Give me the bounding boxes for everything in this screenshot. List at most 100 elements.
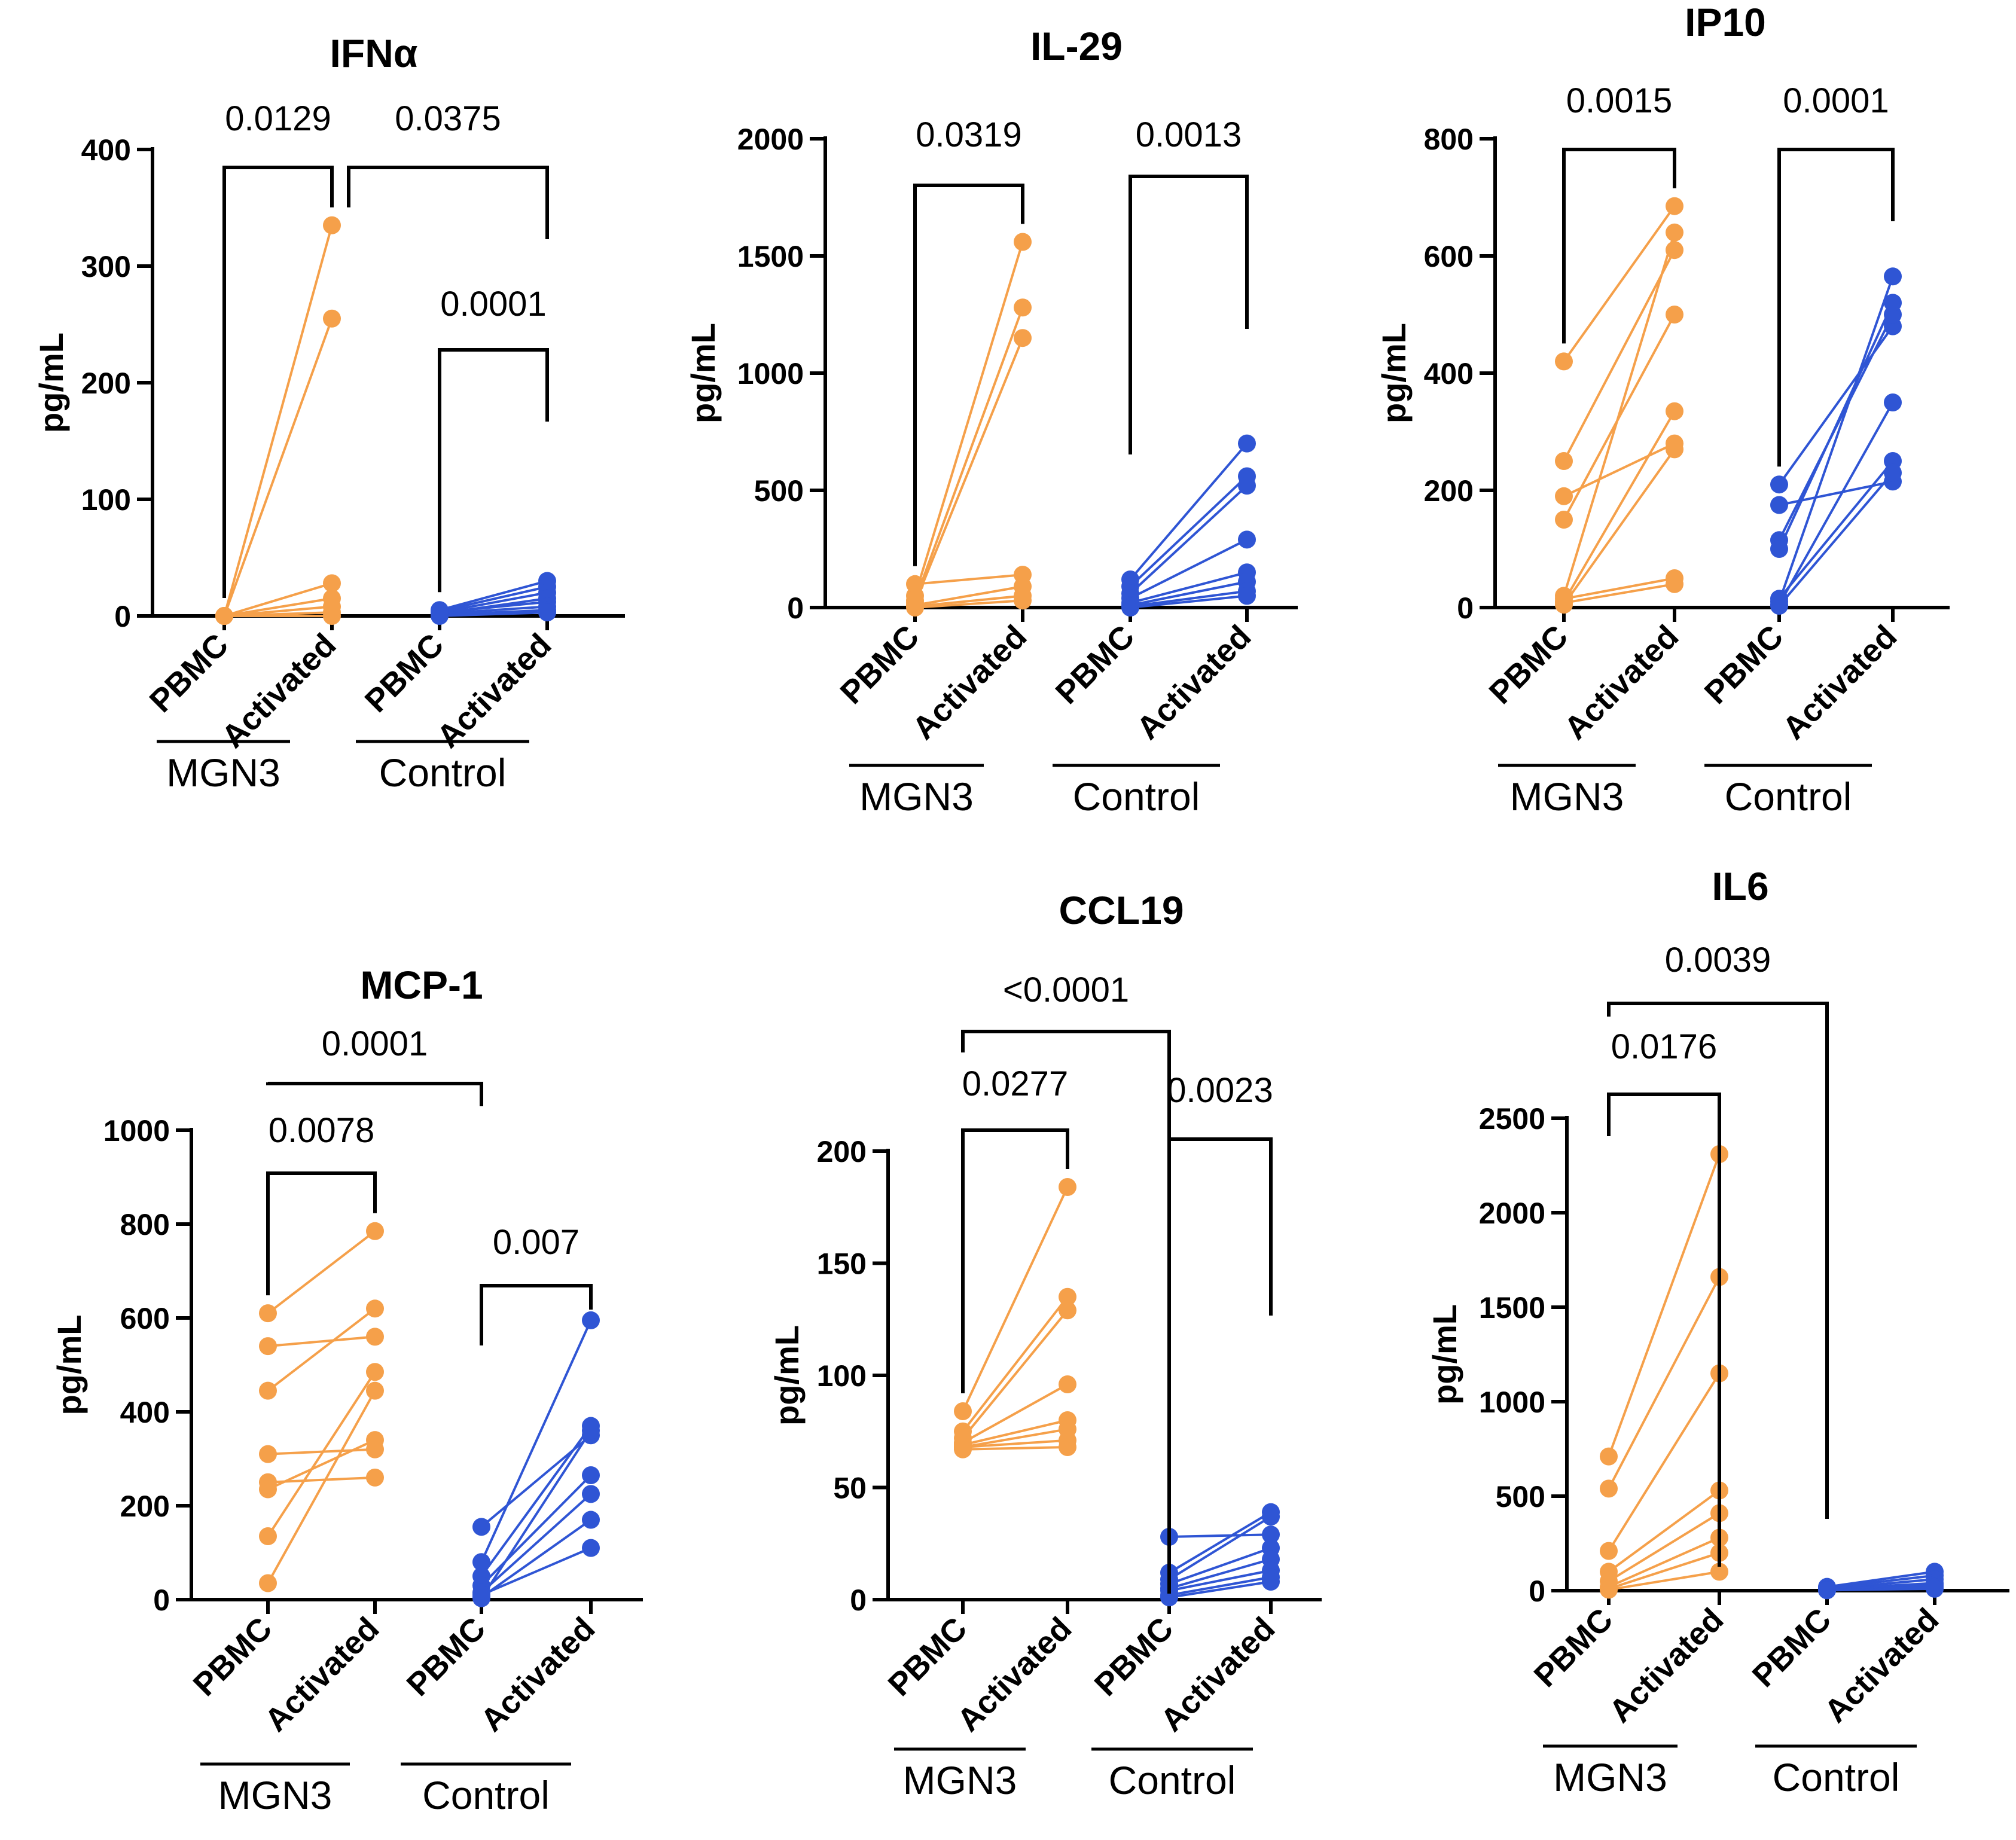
significance-bracket [1607,1002,1829,1519]
data-point [1014,298,1032,317]
y-tick-label: 200 [1424,474,1474,508]
pair-line [1563,577,1675,600]
pair-line [962,1419,1068,1447]
y-tick-label: 2000 [1479,1197,1545,1230]
p-value-label: 0.0277 [962,1064,1068,1103]
y-tick-label: 150 [817,1247,867,1281]
pair-line [439,605,548,615]
x-tick-label: PBMC [358,627,451,719]
data-point [1238,477,1256,495]
x-tick-label: PBMC [1746,1601,1838,1694]
pair-line [1563,582,1675,605]
pair-line [439,591,548,614]
data-point [366,1468,384,1487]
data-point [472,1589,490,1607]
data-point [259,1480,277,1499]
data-point [954,1440,972,1458]
group-label: MGN3 [1553,1755,1667,1799]
data-point [1666,241,1683,260]
data-point [1262,1525,1280,1544]
p-value-label: 0.0176 [1611,1027,1717,1066]
pair-line [439,611,548,617]
p-value-label: 0.0129 [225,99,331,138]
p-value-label: 0.0039 [1665,941,1771,979]
y-axis-label: pg/mL [1375,323,1413,423]
pair-line [914,241,1024,596]
x-tick-label: Activated [1130,618,1258,746]
x-tick-label: PBMC [187,1610,279,1703]
pair-line [1129,443,1248,581]
pair-line [224,597,333,617]
pair-line [1168,1515,1272,1580]
data-point [259,1304,277,1323]
group-label: MGN3 [1510,774,1624,819]
pair-line [962,1446,1068,1451]
data-point [472,1518,490,1536]
data-point [582,1466,600,1484]
y-tick-label: 50 [833,1472,867,1505]
data-point [366,1431,384,1450]
pair-line [1563,205,1676,362]
pair-line [223,225,333,617]
data-point [1059,1287,1076,1306]
p-value-label: 0.0015 [1566,81,1672,120]
y-tick-label: 600 [120,1302,170,1335]
x-tick-label: PBMC [882,1610,974,1703]
data-point [954,1402,972,1420]
pair-line [439,579,548,612]
data-point [366,1381,384,1400]
y-tick-label: 0 [153,1583,170,1617]
x-tick-label: PBMC [400,1610,493,1703]
data-point [366,1299,384,1318]
data-point [1059,1375,1076,1393]
y-tick-label: 0 [1529,1574,1545,1608]
y-axis-label: pg/mL [32,332,70,433]
data-point [582,1421,600,1440]
y-tick-label: 500 [1496,1480,1545,1514]
pair-line [914,599,1023,609]
data-point [1059,1301,1076,1320]
pair-line [1608,1489,1721,1573]
significance-bracket [438,348,549,593]
x-tick-label: Activated [258,1610,386,1738]
data-point [1238,434,1256,453]
pair-line [223,318,333,617]
pair-line [1608,1536,1720,1588]
data-point [1666,575,1683,593]
chart-title: IFNα [330,31,418,75]
pair-line [267,1439,376,1491]
significance-bracket [961,1128,1069,1393]
p-value-label: 0.0001 [322,1024,428,1063]
significance-bracket [480,1284,593,1345]
data-point [1666,223,1683,242]
data-point [538,603,556,622]
x-tick-label: Activated [1557,618,1685,746]
pair-line [1608,1372,1721,1552]
data-point [1160,1588,1178,1607]
pair-line [1608,1154,1721,1457]
data-point [1555,511,1573,529]
pair-line [480,1493,592,1594]
significance-bracket [266,1171,377,1296]
x-tick-label: PBMC [1698,618,1791,711]
data-point [1770,496,1788,514]
series-control [1770,267,1902,615]
series-mgn3 [1555,197,1683,614]
pair-line [1563,410,1676,603]
pair-line [914,307,1024,601]
data-point [1710,1563,1728,1581]
series-mgn3 [1600,1145,1728,1599]
pair-line [224,582,333,617]
series-mgn3 [954,1178,1076,1458]
pair-line [480,1430,592,1599]
data-point [259,1527,277,1546]
group-label: Control [1073,774,1200,819]
data-point [366,1363,384,1381]
pair-line [1169,1576,1271,1597]
data-point [259,1445,277,1463]
x-tick-label: Activated [1776,618,1904,746]
pair-line [1130,580,1248,607]
data-point [1600,1447,1618,1466]
p-value-label: 0.0023 [1167,1071,1273,1110]
